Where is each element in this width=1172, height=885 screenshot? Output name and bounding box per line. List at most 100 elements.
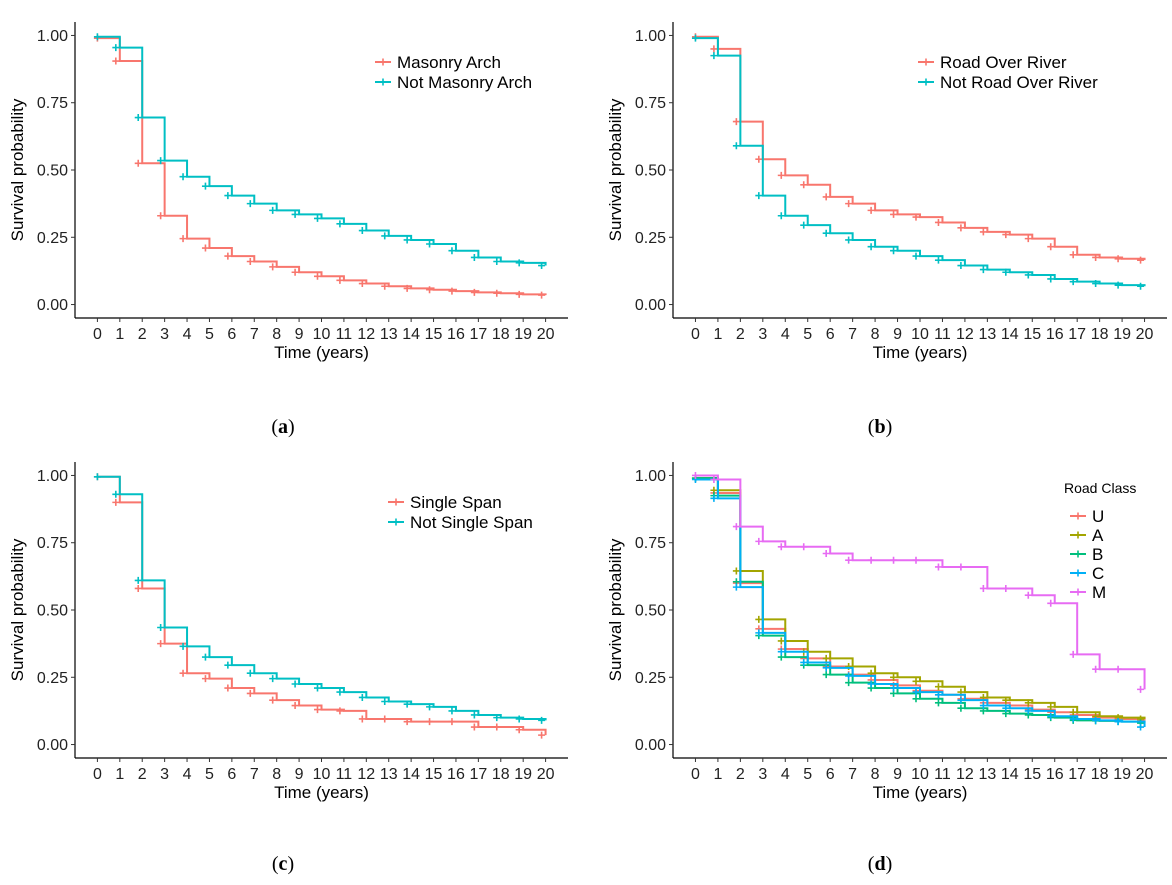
y-tick-label: 0.25	[37, 670, 68, 687]
censor-mark	[1114, 255, 1122, 263]
censor-mark	[732, 118, 740, 126]
censor-mark	[515, 715, 523, 723]
censor-mark	[291, 702, 299, 710]
censor-mark	[867, 680, 875, 688]
censor-mark	[934, 683, 942, 691]
censor-mark	[291, 268, 299, 276]
censor-mark	[934, 699, 942, 707]
y-tick-label: 0.50	[37, 603, 68, 620]
y-tick-label: 0.25	[635, 230, 666, 247]
censor-mark	[732, 523, 740, 531]
censor-mark	[1137, 723, 1145, 731]
series-line-m	[695, 474, 1146, 690]
censor-mark	[112, 498, 120, 506]
x-tick-label: 13	[380, 766, 398, 783]
x-tick-label: 10	[313, 766, 331, 783]
censor-mark	[201, 653, 209, 661]
censor-mark	[912, 677, 920, 685]
x-tick-label: 2	[138, 766, 147, 783]
x-tick-label: 3	[758, 326, 767, 343]
x-axis-title: Time (years)	[873, 343, 968, 362]
censor-mark	[1047, 243, 1055, 251]
censor-mark	[381, 282, 389, 290]
series-line-not-single-span	[97, 475, 547, 721]
y-tick-label: 0.75	[37, 95, 68, 112]
censor-mark	[448, 287, 456, 295]
x-tick-label: 18	[492, 766, 510, 783]
y-axis-title: Survival probability	[606, 538, 625, 681]
x-tick-label: 20	[537, 326, 555, 343]
x-tick-label: 7	[848, 766, 857, 783]
censor-mark	[1002, 268, 1010, 276]
censor-mark	[314, 706, 321, 714]
censor-mark	[957, 262, 965, 270]
censor-mark	[157, 212, 165, 220]
censor-mark	[912, 252, 920, 260]
censor-mark	[822, 664, 830, 672]
censor-mark	[979, 584, 987, 592]
censor-mark	[1114, 665, 1122, 673]
x-tick-label: 1	[713, 326, 722, 343]
x-tick-label: 16	[447, 766, 465, 783]
censor-mark	[1047, 703, 1055, 711]
y-tick-label: 1.00	[37, 468, 68, 485]
x-tick-label: 13	[978, 766, 996, 783]
censor-mark	[845, 672, 853, 680]
x-tick-label: 8	[871, 766, 880, 783]
panel-caption: (d)	[868, 853, 892, 875]
censor-mark	[224, 661, 232, 669]
series-line-masonry-arch	[97, 37, 547, 296]
censor-mark	[493, 723, 501, 731]
censor-mark	[912, 695, 920, 703]
censor-mark	[93, 33, 101, 41]
censor-mark	[777, 171, 785, 179]
censor-mark	[134, 576, 142, 584]
legend-label: M	[1092, 583, 1106, 602]
legend-title: Road Class	[1064, 480, 1136, 496]
y-tick-label: 0.50	[37, 163, 68, 180]
censor-mark	[1002, 584, 1010, 592]
legend-label: C	[1092, 564, 1104, 583]
censor-mark	[1047, 275, 1055, 283]
censor-mark	[1137, 282, 1145, 290]
x-tick-label: 16	[1046, 766, 1064, 783]
censor-mark	[179, 235, 187, 243]
x-tick-label: 9	[295, 766, 304, 783]
censor-mark	[710, 45, 718, 53]
y-tick-label: 0.50	[635, 603, 666, 620]
x-tick-label: 4	[183, 326, 192, 343]
censor-mark	[934, 256, 942, 264]
x-tick-label: 14	[402, 766, 420, 783]
caption-letter: b	[874, 416, 885, 438]
x-tick-label: 11	[934, 326, 951, 343]
caption-letter: c	[279, 853, 288, 875]
x-tick-label: 8	[272, 766, 281, 783]
legend-label: Masonry Arch	[397, 53, 501, 72]
censor-mark	[1114, 281, 1122, 289]
x-tick-label: 20	[1136, 766, 1154, 783]
censor-mark	[912, 213, 920, 221]
censor-mark	[800, 181, 808, 189]
censor-mark	[934, 563, 942, 571]
y-axis-title: Survival probability	[8, 538, 27, 681]
x-tick-label: 2	[138, 326, 147, 343]
censor-mark	[822, 229, 830, 237]
caption-open-paren: (	[272, 853, 279, 875]
censor-mark	[867, 206, 875, 214]
x-tick-label: 12	[956, 766, 974, 783]
censor-mark	[314, 272, 321, 280]
x-tick-label: 8	[272, 326, 281, 343]
censor-mark	[800, 658, 808, 666]
x-tick-label: 5	[803, 326, 812, 343]
censor-mark	[845, 679, 853, 687]
censor-mark	[403, 236, 411, 244]
censor-mark	[1002, 704, 1010, 712]
censor-mark	[1047, 712, 1055, 720]
chart-panel-b: 0.000.250.500.751.000 1 2 3 4 5 6 7 8 9 10 11 12 13 14…	[606, 22, 1167, 438]
x-tick-label: 2	[736, 766, 745, 783]
censor-mark	[755, 537, 763, 545]
series-line-single-span	[97, 475, 547, 736]
caption-close-paren: )	[288, 416, 295, 438]
legend-label: Single Span	[410, 493, 502, 512]
